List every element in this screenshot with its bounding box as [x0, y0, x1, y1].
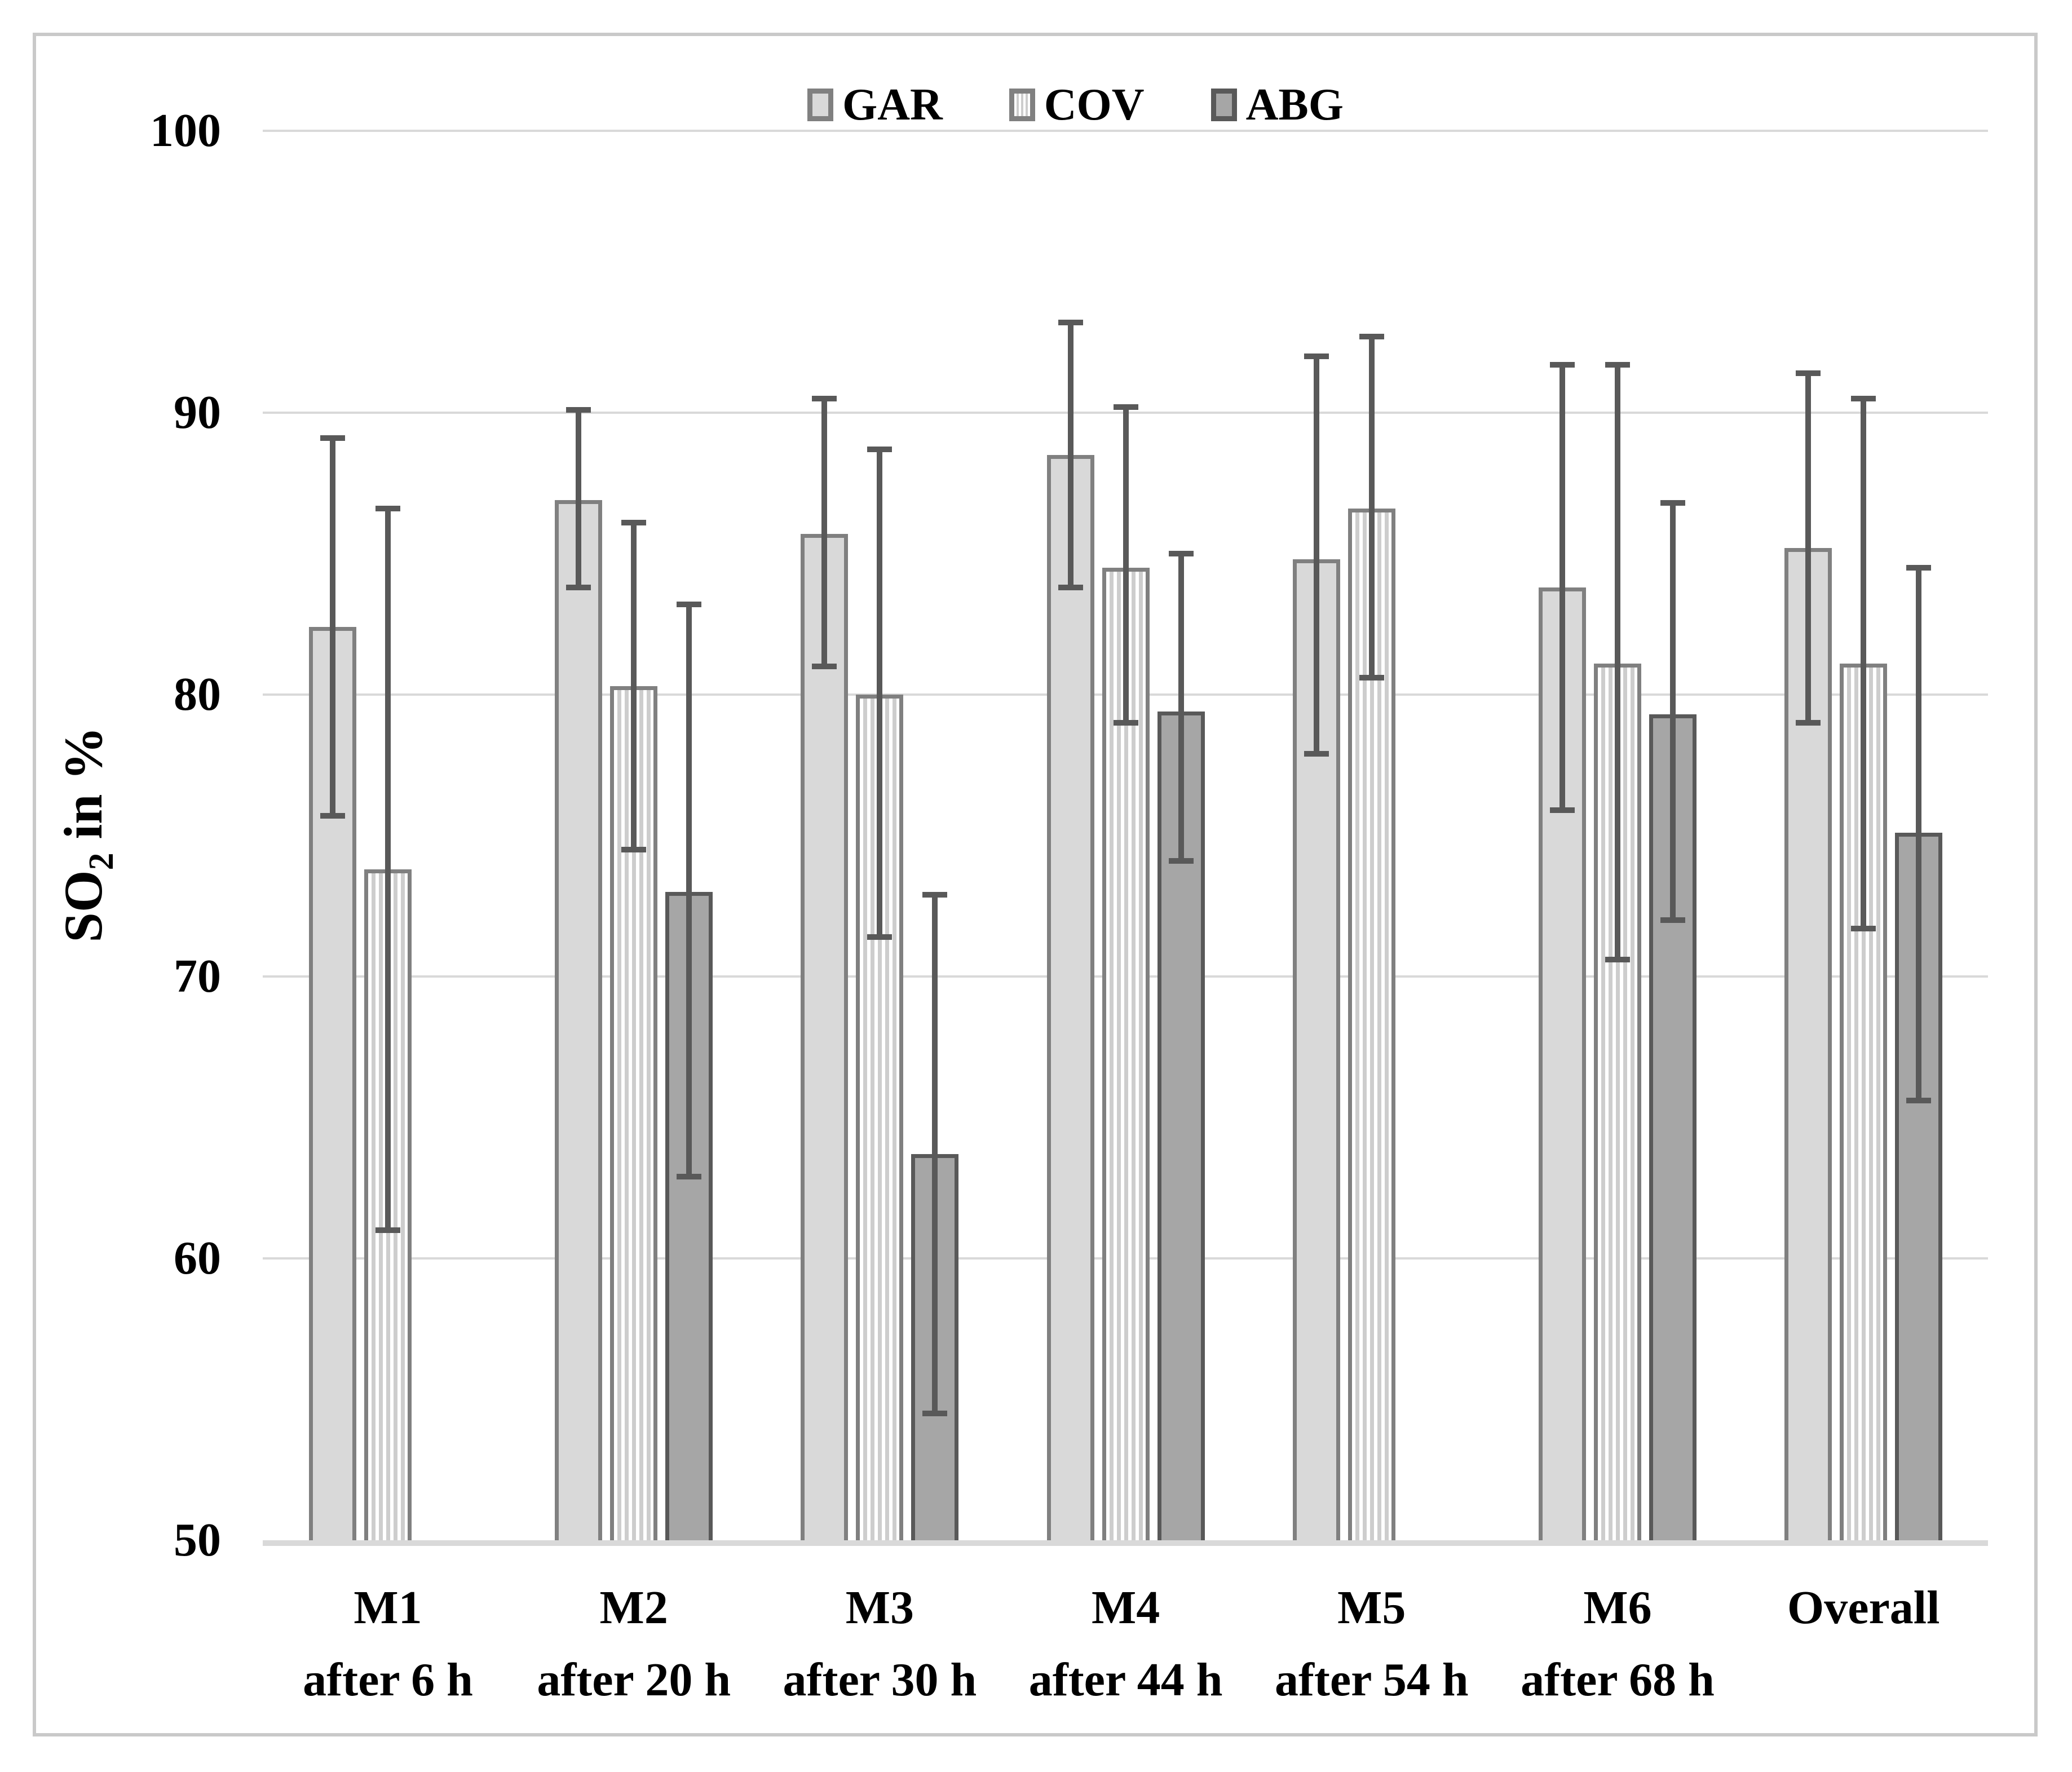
bar-cov-m4 — [1102, 568, 1150, 1540]
error-bar-cov-m6 — [1615, 365, 1620, 960]
error-cap-top-abg-m3 — [922, 892, 948, 898]
error-cap-bottom-cov-m3 — [867, 934, 893, 940]
error-cap-top-cov-m2 — [621, 520, 647, 525]
legend-item-abg: ABG — [1210, 80, 1344, 130]
category-label-m6: M6 after 68 h — [1521, 1581, 1715, 1706]
error-bar-cov-m4 — [1123, 407, 1129, 723]
category-label-m4: M4 after 44 h — [1028, 1581, 1223, 1706]
error-cap-bottom-cov-m5 — [1359, 675, 1384, 680]
error-bar-gar-m6 — [1559, 365, 1565, 810]
error-cap-top-gar-m4 — [1058, 320, 1083, 325]
error-bar-gar-m1 — [330, 438, 335, 816]
error-bar-abg-m4 — [1178, 554, 1184, 861]
bar-gar-m6 — [1539, 587, 1586, 1540]
error-bar-abg-m2 — [686, 604, 692, 1177]
legend-label-gar: GAR — [842, 80, 943, 130]
error-cap-top-abg-overall — [1906, 565, 1932, 571]
gridline-100 — [263, 130, 1988, 132]
category-label-overall: Overall — [1787, 1581, 1940, 1634]
bar-cov-m6 — [1594, 664, 1641, 1540]
legend-label-abg: ABG — [1245, 80, 1344, 130]
error-cap-top-abg-m2 — [677, 602, 702, 607]
error-cap-top-cov-overall — [1851, 396, 1876, 401]
error-cap-top-abg-m4 — [1168, 551, 1194, 556]
error-bar-abg-m3 — [932, 895, 938, 1413]
error-cap-bottom-gar-m4 — [1058, 585, 1083, 590]
error-cap-bottom-cov-m6 — [1605, 957, 1630, 962]
tick-label-50: 50 — [174, 1514, 221, 1566]
tick-label-100: 100 — [150, 104, 221, 157]
error-cap-bottom-gar-overall — [1796, 720, 1821, 726]
legend-label-cov: COV — [1044, 80, 1145, 130]
error-bar-cov-m1 — [385, 509, 391, 1230]
legend-item-gar: GAR — [807, 82, 943, 127]
error-cap-bottom-gar-m2 — [566, 585, 591, 590]
error-bar-cov-m2 — [631, 523, 637, 850]
error-cap-bottom-abg-m2 — [677, 1174, 702, 1179]
y-axis-title-suffix: in % — [53, 726, 113, 853]
error-cap-top-gar-m6 — [1550, 362, 1575, 368]
error-cap-top-cov-m1 — [375, 506, 400, 511]
category-label-m2: M2 after 20 h — [537, 1581, 731, 1706]
legend-swatch-cov — [1009, 89, 1035, 121]
error-cap-bottom-abg-m6 — [1660, 917, 1685, 923]
error-bar-gar-m2 — [576, 410, 582, 587]
legend: GAR COV ABG — [807, 82, 1344, 127]
tick-label-90: 90 — [174, 386, 221, 439]
error-bar-gar-m5 — [1313, 356, 1319, 754]
error-cap-bottom-cov-m4 — [1113, 720, 1138, 726]
bar-gar-m3 — [801, 534, 849, 1540]
legend-swatch-abg — [1210, 89, 1237, 121]
error-cap-top-gar-m1 — [320, 435, 345, 441]
legend-swatch-gar — [807, 89, 833, 121]
category-label-m3: M3 after 30 h — [783, 1581, 977, 1706]
error-cap-bottom-abg-overall — [1906, 1098, 1932, 1103]
bar-gar-m2 — [555, 500, 603, 1540]
error-cap-top-cov-m6 — [1605, 362, 1630, 368]
category-label-m5: M5 after 54 h — [1274, 1581, 1469, 1706]
legend-item-cov: COV — [1009, 82, 1145, 127]
bar-gar-m4 — [1046, 455, 1094, 1540]
error-cap-top-abg-m6 — [1660, 500, 1685, 506]
error-cap-bottom-gar-m1 — [320, 813, 345, 819]
error-cap-bottom-gar-m3 — [812, 664, 837, 669]
error-cap-top-gar-m3 — [812, 396, 837, 401]
error-bar-cov-m3 — [877, 449, 883, 937]
error-bar-cov-m5 — [1368, 337, 1375, 678]
error-cap-top-gar-m5 — [1304, 353, 1329, 359]
bar-gar-m5 — [1292, 559, 1340, 1540]
error-bar-gar-overall — [1805, 373, 1812, 723]
error-cap-bottom-cov-m2 — [621, 847, 647, 852]
error-bar-gar-m4 — [1067, 322, 1073, 587]
error-cap-bottom-cov-m1 — [375, 1227, 400, 1233]
error-cap-bottom-gar-m6 — [1550, 807, 1575, 813]
error-cap-top-cov-m5 — [1359, 334, 1384, 339]
error-cap-bottom-gar-m5 — [1304, 751, 1329, 757]
error-cap-top-cov-m3 — [867, 447, 893, 452]
error-cap-top-gar-m2 — [566, 407, 591, 413]
y-axis-title-subscript: 2 — [82, 852, 121, 870]
error-cap-top-gar-overall — [1796, 370, 1821, 376]
category-label-m1: M1 after 6 h — [303, 1581, 473, 1706]
tick-label-80: 80 — [174, 668, 221, 721]
error-cap-top-cov-m4 — [1113, 404, 1138, 410]
error-bar-gar-m3 — [821, 399, 828, 666]
error-cap-bottom-abg-m3 — [922, 1411, 948, 1416]
tick-label-60: 60 — [174, 1232, 221, 1284]
bar-cov-m5 — [1348, 509, 1395, 1540]
y-axis-title-prefix: SO — [53, 870, 113, 943]
error-bar-cov-overall — [1861, 399, 1867, 929]
error-bar-abg-m6 — [1670, 503, 1676, 920]
error-cap-bottom-cov-overall — [1851, 926, 1876, 931]
error-bar-abg-overall — [1916, 568, 1922, 1101]
figure-border — [33, 33, 2038, 1736]
x-axis-line — [263, 1540, 1988, 1546]
tick-label-70: 70 — [174, 950, 221, 1002]
error-cap-bottom-abg-m4 — [1168, 858, 1194, 864]
y-axis-title: SO2 in % — [52, 440, 122, 1229]
